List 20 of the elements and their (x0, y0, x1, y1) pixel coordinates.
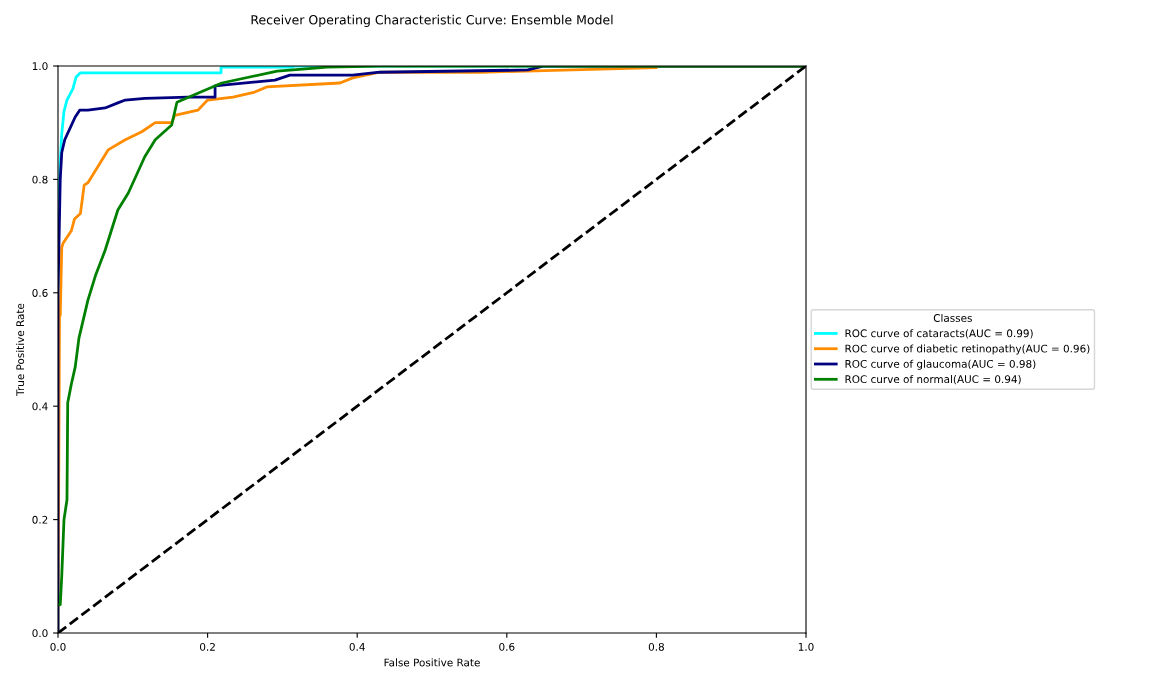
x-tick-label: 0.0 (50, 642, 66, 651)
legend-label: ROC curve of glaucoma(AUC = 0.98) (845, 359, 1036, 370)
legend-label: ROC curve of cataracts(AUC = 0.99) (845, 329, 1033, 339)
y-tick-label: 0.6 (32, 289, 48, 297)
y-tick-label: 0.0 (32, 629, 48, 638)
y-tick-label: 0.2 (32, 515, 48, 524)
x-tick-label: 0.4 (349, 642, 365, 651)
y-axis-title: True Positive Rate (16, 303, 25, 396)
chart-title: Receiver Operating Characteristic Curve: Ensemble Model (251, 14, 613, 27)
y-tick-label: 1.0 (32, 62, 48, 71)
x-tick-label: 1.0 (798, 642, 814, 651)
x-tick-label: 0.6 (499, 642, 515, 651)
x-axis-title: False Positive Rate (384, 658, 480, 667)
legend-label: ROC curve of normal(AUC = 0.94) (845, 375, 1021, 385)
legend-label: ROC curve of diabetic retinopathy(AUC = 0.96) (845, 344, 1090, 355)
x-tick-label: 0.8 (648, 642, 664, 651)
x-tick-label: 0.2 (200, 642, 215, 651)
legend-title: Classes (933, 313, 972, 322)
y-tick-label: 0.4 (32, 402, 48, 411)
y-tick-label: 0.8 (32, 175, 48, 184)
